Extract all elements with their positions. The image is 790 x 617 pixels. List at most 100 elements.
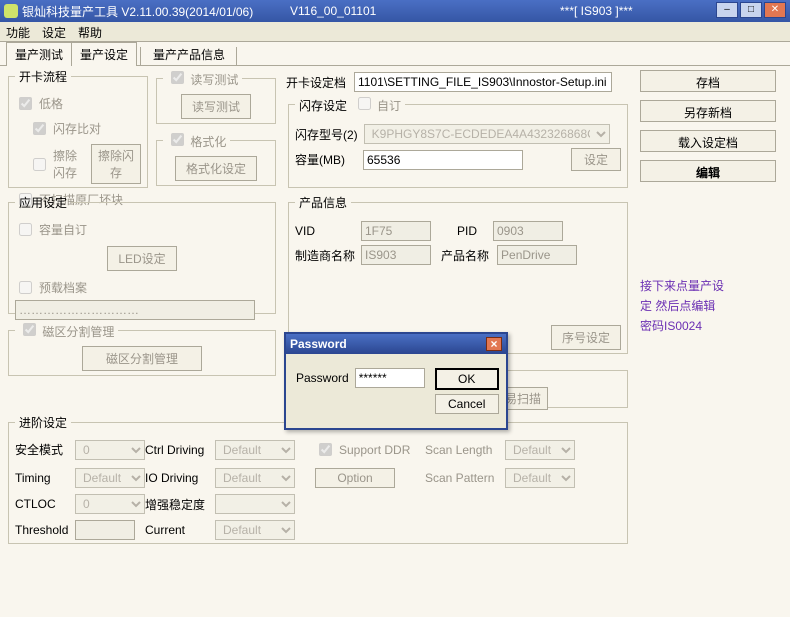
lbl-io-drv: IO Driving: [145, 471, 215, 485]
tab-mp-setting[interactable]: 量产设定: [71, 42, 137, 66]
sel-io-drv: Default: [215, 468, 295, 488]
password-dialog: Password × Password OK Cancel: [284, 332, 508, 430]
group-advanced: 进阶设定 安全模式 0 Ctrl Driving Default Support…: [8, 414, 628, 544]
group-partition: 磁区分割管理 磁区分割管理: [8, 320, 276, 376]
lbl-cap-custom: 容量自订: [39, 221, 87, 238]
card-file-row: 开卡设定档: [286, 72, 612, 92]
password-input[interactable]: [355, 368, 425, 388]
sel-current: Default: [215, 520, 295, 540]
menu-help[interactable]: 帮助: [78, 24, 102, 39]
legend-partition: 磁区分割管理: [42, 325, 114, 339]
tab-separator-2: [236, 47, 237, 65]
dialog-title: Password: [290, 337, 347, 351]
group-rw-test: 读写测试 读写测试: [156, 68, 276, 124]
lbl-preload: 预载档案: [39, 279, 87, 296]
minimize-button[interactable]: –: [716, 2, 738, 18]
lbl-current: Current: [145, 523, 215, 537]
chk-ddr: [319, 443, 332, 456]
workarea: 开卡流程 低格 闪存比对 擦除闪存 擦除闪存 不扫描原厂坏块 读写测试 读写测试…: [0, 66, 790, 617]
lbl-flash-cmp: 闪存比对: [53, 120, 101, 137]
lbl-enh: 增强稳定度: [145, 496, 215, 513]
sel-enh: [215, 494, 295, 514]
menu-setting[interactable]: 设定: [42, 24, 66, 39]
lbl-prod: 产品名称: [441, 247, 491, 264]
app-icon: [4, 4, 18, 18]
group-flash-set: 闪存设定 自订 闪存型号(2) K9PHGY8S7C-ECDEDEA4A4323…: [288, 94, 628, 188]
mfg-input: [361, 245, 431, 265]
btn-save[interactable]: 存档: [640, 70, 776, 92]
lbl-capacity: 容量(MB): [295, 151, 357, 168]
lbl-ddr: Support DDR: [339, 443, 410, 457]
group-prod-info: 产品信息 VID PID 制造商名称 产品名称 序号设定: [288, 194, 628, 354]
annot-l1: 接下来点量产设: [640, 276, 780, 296]
lbl-password: Password: [296, 371, 349, 385]
lbl-threshold: Threshold: [15, 523, 75, 537]
tab-separator: [140, 47, 141, 65]
chk-flash-cmp: [33, 122, 46, 135]
btn-option: Option: [315, 468, 395, 488]
lbl-vid: VID: [295, 224, 355, 238]
btn-cancel[interactable]: Cancel: [435, 394, 499, 414]
sel-ctloc: 0: [75, 494, 145, 514]
sel-scan-pat: Default: [505, 468, 575, 488]
tab-row: 量产测试 量产设定 量产产品信息: [0, 42, 790, 66]
group-open-proc: 开卡流程 低格 闪存比对 擦除闪存 擦除闪存 不扫描原厂坏块: [8, 68, 148, 188]
lbl-timing: Timing: [15, 471, 75, 485]
btn-serial: 序号设定: [551, 325, 621, 350]
btn-ok[interactable]: OK: [435, 368, 499, 390]
btn-set-cap: 设定: [571, 148, 621, 171]
maximize-button[interactable]: □: [740, 2, 762, 18]
legend-rw-test: 读写测试: [190, 73, 238, 87]
btn-load[interactable]: 载入设定档: [640, 130, 776, 152]
threshold-input: [75, 520, 135, 540]
menubar: 功能 设定 帮助: [0, 22, 790, 42]
chk-rw-test: [171, 71, 184, 84]
annotation-text: 接下来点量产设 定 然后点编辑 密码IS0024: [640, 276, 780, 336]
chk-format: [171, 133, 184, 146]
window-title: 银灿科技量产工具 V2.11.00.39(2014/01/06): [22, 3, 253, 20]
preload-path: [15, 300, 255, 320]
tab-mp-prodinfo[interactable]: 量产产品信息: [145, 43, 233, 66]
legend-prod-info: 产品信息: [295, 194, 351, 211]
btn-rw-test: 读写测试: [181, 94, 251, 119]
lbl-safe-mode: 安全模式: [15, 441, 75, 458]
window-chip: ***[ IS903 ]***: [560, 4, 633, 18]
annot-l2: 定 然后点编辑: [640, 296, 780, 316]
chk-erase-flash: [33, 158, 46, 171]
sel-ctrl-drv: Default: [215, 440, 295, 460]
lbl-scan-len: Scan Length: [425, 443, 505, 457]
sel-timing: Default: [75, 468, 145, 488]
btn-edit[interactable]: 编辑: [640, 160, 776, 182]
prod-input: [497, 245, 577, 265]
legend-flash-set: 闪存设定: [299, 99, 347, 113]
window-titlebar: 银灿科技量产工具 V2.11.00.39(2014/01/06) V116_00…: [0, 0, 790, 22]
sel-flash-model: K9PHGY8S7C-ECDEDEA4A432326868C5C5-8: [364, 124, 610, 144]
sel-scan-len: Default: [505, 440, 575, 460]
lbl-lowlevel: 低格: [39, 95, 63, 112]
card-file-path[interactable]: [354, 72, 612, 92]
dialog-close-icon[interactable]: ×: [486, 337, 502, 351]
lbl-erase-flash: 擦除闪存: [53, 147, 80, 181]
sel-safe-mode: 0: [75, 440, 145, 460]
close-button[interactable]: ✕: [764, 2, 786, 18]
menu-function[interactable]: 功能: [6, 24, 30, 39]
chk-cap-custom: [19, 223, 32, 236]
btn-led: LED设定: [107, 246, 177, 271]
annot-l3: 密码IS0024: [640, 316, 780, 336]
lbl-mfg: 制造商名称: [295, 247, 355, 264]
group-app-set: 应用设定 容量自订 LED设定 预载档案: [8, 194, 276, 314]
btn-erase-flash: 擦除闪存: [91, 144, 141, 184]
lbl-ctrl-drv: Ctrl Driving: [145, 443, 215, 457]
lbl-pid: PID: [457, 224, 487, 238]
chk-flash-custom: [358, 97, 371, 110]
lbl-ctloc: CTLOC: [15, 497, 75, 511]
lbl-flash-custom: 自订: [377, 99, 401, 113]
legend-format: 格式化: [190, 135, 226, 149]
dialog-titlebar[interactable]: Password ×: [286, 334, 506, 354]
group-format: 格式化 格式化设定: [156, 130, 276, 186]
capacity-input[interactable]: [363, 150, 523, 170]
chk-preload: [19, 281, 32, 294]
tab-mp-test[interactable]: 量产测试: [6, 42, 72, 66]
btn-saveas[interactable]: 另存新档: [640, 100, 776, 122]
lbl-flash-model: 闪存型号(2): [295, 126, 358, 143]
